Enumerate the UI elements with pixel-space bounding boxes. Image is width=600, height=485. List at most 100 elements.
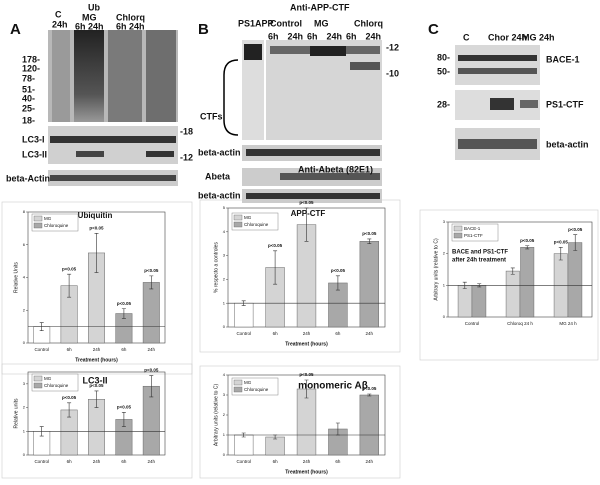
error-bar <box>525 245 530 250</box>
lane-label: 24h <box>327 31 343 41</box>
bar <box>520 247 535 318</box>
band-label: beta-Actin <box>6 173 50 183</box>
legend-box <box>31 373 79 392</box>
error-bar <box>335 275 340 291</box>
error-bar <box>121 308 126 319</box>
legend-box <box>31 213 79 232</box>
x-tick-label: 6h <box>67 459 73 464</box>
error-bar <box>121 412 126 427</box>
panel-letter: C <box>428 21 439 38</box>
bar <box>359 241 379 328</box>
y-axis-label: Relative Units <box>13 262 19 293</box>
error-bar <box>304 207 309 242</box>
legend-label: MG <box>44 376 52 381</box>
lane-label: Chor 24h <box>488 32 527 42</box>
lane-label: Chlorq <box>116 12 145 22</box>
x-axis-label: Treatment (hours) <box>75 357 118 363</box>
band-label: BACE-1 <box>546 54 580 64</box>
x-tick-label: Control <box>236 331 251 336</box>
lane-label: 6h <box>268 31 279 41</box>
bar <box>296 388 317 456</box>
lane-label: C <box>55 9 62 19</box>
bar <box>568 242 583 318</box>
mw-marker: 18- <box>22 115 35 125</box>
x-tick-label: 24h <box>148 347 156 352</box>
legend-label: BACE-1 <box>464 226 481 231</box>
y-tick-label: 4 <box>223 372 226 377</box>
legend-swatch <box>33 222 43 229</box>
chart: 0 1 2 3 Arbitrary units (relative to C) BACE … <box>419 209 599 361</box>
bar <box>359 394 379 456</box>
x-tick-label: 6h <box>335 331 341 336</box>
mw-marker: -18 <box>180 126 193 136</box>
chart-title: BACE and PS1-CTF <box>452 250 508 256</box>
mw-marker: -12 <box>386 42 399 52</box>
legend-swatch <box>33 375 43 382</box>
bar <box>142 282 160 344</box>
x-tick-label: 6h <box>273 331 279 336</box>
y-tick-label: 0 <box>443 314 446 319</box>
mw-marker: 178- <box>22 54 40 64</box>
legend-swatch <box>233 379 243 386</box>
band-label: beta-actin <box>546 139 589 149</box>
legend-swatch <box>233 214 243 221</box>
significance-label: p<0.05 <box>362 231 377 236</box>
x-tick-label: 6h <box>121 459 127 464</box>
mw-marker: 40- <box>22 93 35 103</box>
y-tick-label: 8 <box>23 209 26 214</box>
y-tick-label: 1 <box>223 432 226 437</box>
bar <box>457 285 472 318</box>
lane-label: 6h <box>307 31 318 41</box>
band-label: beta-actin <box>198 147 241 157</box>
error-bar <box>67 273 72 298</box>
significance-label: p<0.05 <box>89 225 104 230</box>
legend-swatch <box>453 232 463 239</box>
significance-label: p<0.05 <box>299 372 314 377</box>
error-bar <box>149 375 154 398</box>
lane-label: 6h <box>346 31 357 41</box>
antibody-label: Anti-Abeta (82E1) <box>298 164 373 174</box>
significance-label: p<0.05 <box>520 238 535 243</box>
y-tick-label: 0 <box>23 340 26 345</box>
blot-a <box>48 30 178 186</box>
legend-label: MG <box>244 215 252 220</box>
x-tick-label: 24h <box>93 347 101 352</box>
blot-b <box>223 40 382 203</box>
mw-marker: -10 <box>386 68 399 78</box>
significance-label: p<0.05 <box>144 268 159 273</box>
y-tick-label: 4 <box>23 275 26 280</box>
y-tick-label: 1 <box>223 300 226 305</box>
x-tick-label: Control <box>465 321 480 326</box>
x-tick-label: 6h <box>273 459 279 464</box>
y-tick-label: 3 <box>23 381 26 386</box>
y-tick-label: 3 <box>443 219 446 224</box>
lane-label: 24h <box>366 31 382 41</box>
x-tick-label: 24h <box>93 459 101 464</box>
legend-swatch <box>453 225 463 232</box>
legend-swatch <box>233 221 243 228</box>
legend-box <box>451 223 499 242</box>
x-tick-label: 6h <box>121 347 127 352</box>
y-tick-label: 2 <box>443 251 446 256</box>
error-bar <box>304 379 309 399</box>
error-bar <box>149 275 154 290</box>
lane-label: MG <box>82 12 97 22</box>
chart-title: Ubiquitin <box>78 211 113 220</box>
lane-label: PS1APP <box>238 18 274 28</box>
y-tick-label: 1 <box>443 282 446 287</box>
significance-label: p<0.05 <box>362 386 377 391</box>
legend-label: MG <box>244 380 252 385</box>
mw-marker: 120- <box>22 63 40 73</box>
y-axis-label: Arbitrary units (relative to C) <box>433 238 439 301</box>
significance-label: p<0.05 <box>568 227 583 232</box>
y-tick-label: 2 <box>23 307 26 312</box>
chart-title: LC3-II <box>82 375 107 385</box>
band-label: PS1-CTF <box>546 99 584 109</box>
significance-label: p<0.05 <box>554 240 569 245</box>
y-tick-label: 3 <box>223 253 226 258</box>
mw-marker: 80- <box>437 52 450 62</box>
significance-label: p<0.05 <box>62 395 77 400</box>
chart-title: APP-CTF <box>291 209 326 218</box>
band-label: Abeta <box>205 171 231 181</box>
y-tick-label: 2 <box>223 412 226 417</box>
